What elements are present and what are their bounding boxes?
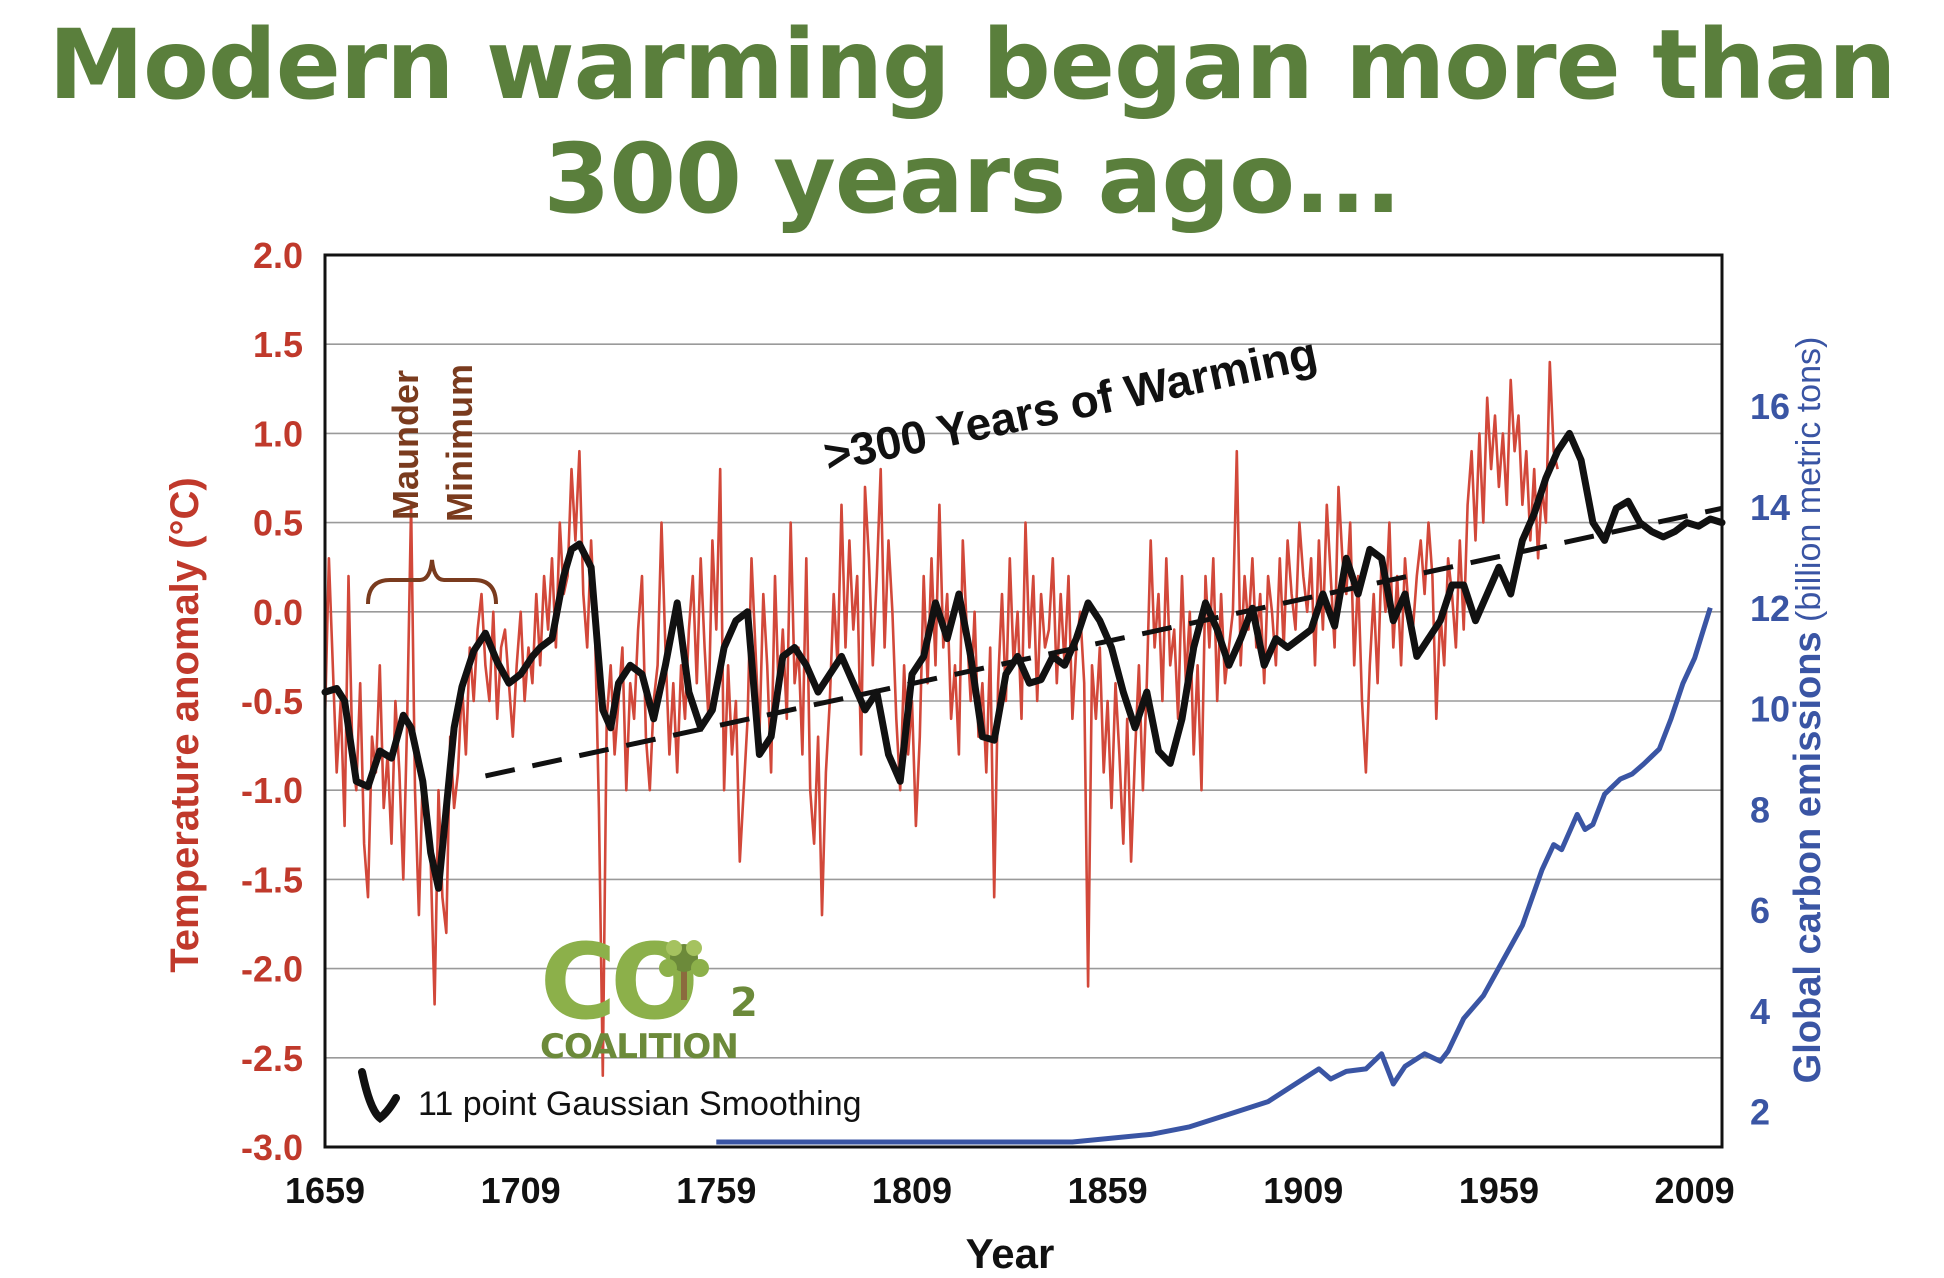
y2-tick-label: 2 (1750, 1092, 1770, 1133)
y-axis-ticks: 2.0 1.5 1.0 0.5 0.0 -0.5 -1.0 -1.5 -2.0 -2.5 -3.0 (241, 235, 303, 1168)
y-tick-label: 1.5 (253, 324, 303, 365)
y2-tick-label: 12 (1750, 588, 1790, 629)
y2-tick-label: 8 (1750, 789, 1770, 830)
x-axis-ticks: 1659 1709 1759 1809 1859 1909 1959 2009 (285, 1170, 1735, 1211)
x-tick-label: 1959 (1459, 1170, 1539, 1211)
y2-tick-label: 16 (1750, 386, 1790, 427)
title-line-2: 300 years ago... (543, 123, 1401, 235)
emissions-line (716, 607, 1713, 1145)
x-tick-label: 1909 (1263, 1170, 1343, 1211)
maunder-bracket (366, 559, 498, 605)
y-tick-label: -1.0 (241, 770, 303, 811)
title-line-1: Modern warming began more than (48, 9, 1897, 121)
y2-tick-label: 14 (1750, 487, 1790, 528)
x-tick-label: 1659 (285, 1170, 365, 1211)
x-tick-label: 1709 (481, 1170, 561, 1211)
y-tick-label: -2.0 (241, 949, 303, 990)
logo-coalition-text: COALITION (540, 1027, 738, 1067)
y-tick-label: -1.5 (241, 859, 303, 900)
y2-axis-label: Global carbon emissions (billion metric … (1787, 337, 1829, 1084)
x-tick-label: 2009 (1655, 1170, 1735, 1211)
y-axis-label: Temperature anomaly (°C) (163, 477, 207, 972)
y-tick-label: 0.5 (253, 503, 303, 544)
trend-line (484, 505, 1723, 779)
smoothing-legend-swatch (358, 1068, 400, 1124)
y2-tick-label: 10 (1750, 689, 1790, 730)
maunder-label-line1: Maunder (385, 370, 426, 520)
x-tick-label: 1859 (1068, 1170, 1148, 1211)
y2-axis-label-units: (billion metric tons) (1790, 337, 1828, 622)
co2-coalition-logo: CO 2 COALITION (540, 921, 758, 1067)
plot-frame (323, 253, 1724, 1149)
emissions-series (716, 607, 1713, 1145)
y-tick-label: -0.5 (241, 681, 303, 722)
x-axis-label: Year (966, 1230, 1055, 1277)
page-title: Modern warming began more than 300 years… (0, 8, 1944, 236)
x-tick-label: 1809 (872, 1170, 952, 1211)
y-tick-label: 1.0 (253, 413, 303, 454)
y-tick-label: 0.0 (253, 592, 303, 633)
y2-tick-label: 6 (1750, 890, 1770, 931)
logo-co-text: CO (540, 921, 694, 1043)
trend-line-group (484, 505, 1723, 779)
y2-axis-label-bold: Global carbon emissions (1787, 631, 1829, 1083)
maunder-label-line2: Minimum (439, 364, 480, 522)
smoothed-series (321, 429, 1726, 892)
smoothed-line (321, 429, 1726, 892)
tree-icon (659, 940, 709, 1000)
y2-tick-label: 4 (1750, 991, 1770, 1032)
y-tick-label: -2.5 (241, 1038, 303, 1079)
smoothing-legend-label: 11 point Gaussian Smoothing (418, 1085, 862, 1123)
warming-annotation: >300 Years of Warming (819, 326, 1321, 481)
y-tick-label: 2.0 (253, 235, 303, 276)
x-tick-label: 1759 (676, 1170, 756, 1211)
y2-axis-ticks: 2 4 6 8 10 12 14 16 (1750, 386, 1790, 1133)
y-tick-label: -3.0 (241, 1127, 303, 1168)
logo-subscript: 2 (730, 980, 758, 1026)
